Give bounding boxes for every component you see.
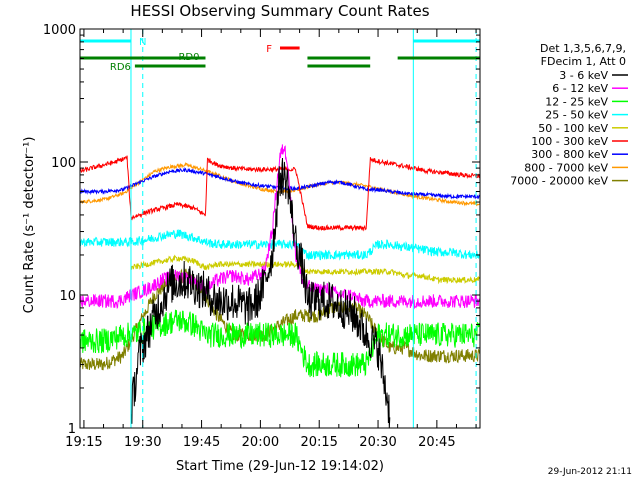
- legend-label: 50 - 100 keV: [538, 122, 608, 135]
- plot-area: N F RD0 RD6: [79, 29, 481, 428]
- x-tick-label: 19:15: [65, 435, 102, 450]
- legend-label: 6 - 12 keV: [552, 82, 608, 95]
- legend-header: Det 1,3,5,6,7,9,: [540, 42, 626, 55]
- x-tick-label: 20:00: [242, 435, 279, 450]
- legend-label: 3 - 6 keV: [559, 69, 608, 82]
- x-tick-label: 20:45: [418, 435, 455, 450]
- legend-label: 12 - 25 keV: [545, 95, 608, 108]
- y-tick-label: 10: [59, 289, 76, 304]
- y-axis-label: Count Rate (s⁻¹ detector⁻¹): [22, 137, 37, 314]
- legend-label: 800 - 7000 keV: [524, 161, 608, 174]
- timestamp-label: 29-Jun-2012 21:11: [548, 467, 632, 477]
- flag-label-RD6: RD6: [110, 62, 131, 73]
- legend: Det 1,3,5,6,7,9,FDecim 1, Att 03 - 6 keV…: [510, 42, 628, 188]
- x-tick-label: 20:15: [300, 435, 337, 450]
- axes: 1 10 100 1000 19:15 19:30 19:45 20:00 20:15 20:30…: [43, 23, 481, 450]
- y-tick-label: 100: [51, 156, 76, 171]
- y-tick-label: 1000: [43, 23, 76, 38]
- flag-label-RD0: RD0: [178, 52, 199, 63]
- y-tick-label: 1: [68, 422, 76, 437]
- series-line-3-6keV: [130, 157, 391, 428]
- legend-header: FDecim 1, Att 0: [541, 55, 626, 68]
- legend-label: 25 - 50 keV: [545, 109, 608, 122]
- flag-label-N: N: [139, 37, 146, 48]
- x-axis-label: Start Time (29-Jun-12 19:14:02): [176, 459, 384, 474]
- chart-title: HESSI Observing Summary Count Rates: [130, 2, 429, 20]
- legend-label: 100 - 300 keV: [531, 135, 608, 148]
- x-tick-label: 20:30: [359, 435, 396, 450]
- flag-label-F: F: [266, 44, 272, 55]
- series-line-50-100keV: [130, 254, 481, 285]
- x-tick-label: 19:30: [124, 435, 161, 450]
- x-tick-label: 19:45: [183, 435, 220, 450]
- legend-label: 7000 - 20000 keV: [510, 175, 608, 188]
- legend-label: 300 - 800 keV: [531, 148, 608, 161]
